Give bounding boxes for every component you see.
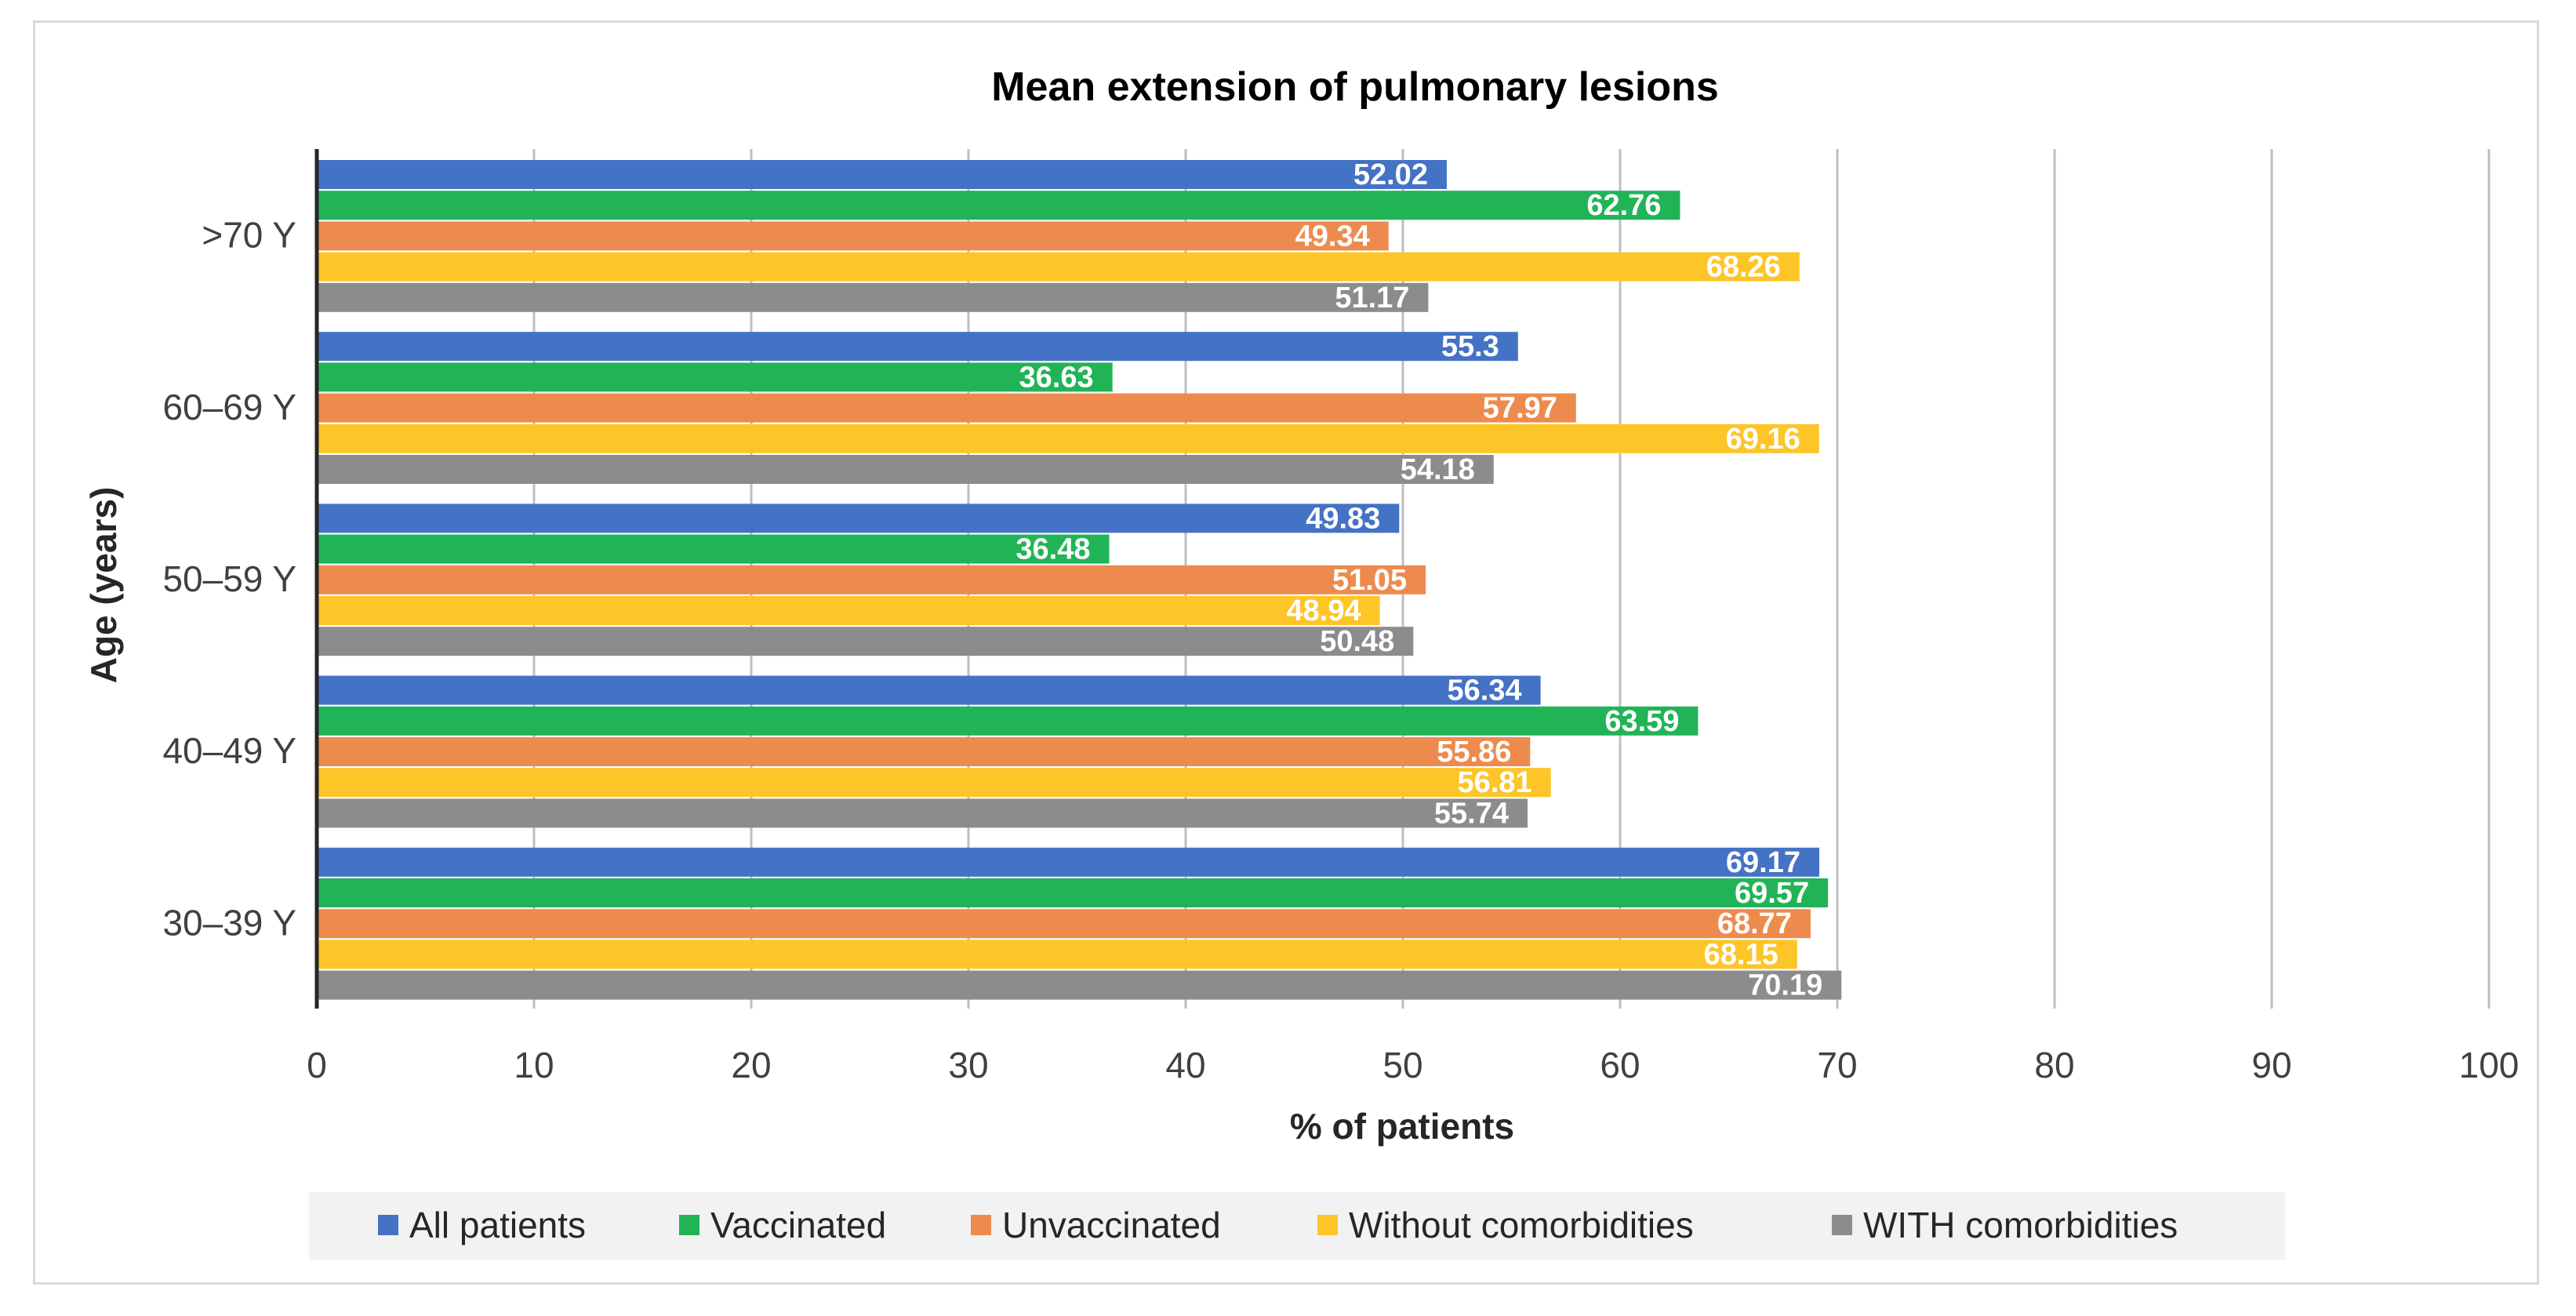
data-label: 70.19 <box>1748 969 1822 1002</box>
bar <box>317 768 1551 798</box>
bar <box>317 627 1414 656</box>
data-label: 68.26 <box>1706 251 1781 284</box>
data-label: 54.18 <box>1401 453 1475 486</box>
bar <box>317 737 1531 766</box>
bars <box>317 160 1842 1000</box>
legend-entry: Vaccinated <box>710 1205 886 1245</box>
bar <box>317 252 1800 282</box>
x-tick-label: 50 <box>1382 1045 1422 1085</box>
x-tick-label: 60 <box>1600 1045 1640 1085</box>
data-label: 36.48 <box>1016 533 1090 566</box>
y-category-label: >70 Y <box>202 215 296 256</box>
data-label: 55.86 <box>1437 736 1511 769</box>
y-category-label: 30–39 Y <box>162 902 296 943</box>
legend-swatch <box>971 1215 991 1235</box>
legend-entry: All patients <box>409 1205 586 1245</box>
bar <box>317 503 1400 533</box>
x-tick-label: 0 <box>307 1045 327 1085</box>
x-tick-label: 80 <box>2034 1045 2074 1085</box>
axes: 0 10 20 30 40 50 60 70 80 90 100 >70 Y 60–69 Y 50–59 … <box>162 149 2519 1085</box>
data-label: 50.48 <box>1320 625 1394 658</box>
y-category-label: 50–59 Y <box>162 558 296 599</box>
bar <box>317 393 1576 423</box>
x-tick-label: 90 <box>2251 1045 2291 1085</box>
bar <box>317 362 1113 392</box>
bar <box>317 940 1797 969</box>
data-label: 48.94 <box>1287 594 1361 627</box>
chart-title: Mean extension of pulmonary lesions <box>991 64 1719 110</box>
legend-swatch <box>1832 1215 1852 1235</box>
legend-background <box>309 1192 2285 1260</box>
data-label: 68.15 <box>1704 938 1778 971</box>
bar <box>317 847 1820 877</box>
bar <box>317 191 1680 220</box>
bar <box>317 596 1380 625</box>
data-label: 55.3 <box>1441 330 1499 363</box>
data-label: 62.76 <box>1586 189 1661 222</box>
x-tick-label: 10 <box>514 1045 554 1085</box>
data-label: 49.83 <box>1306 502 1380 535</box>
data-label: 55.74 <box>1434 797 1509 830</box>
legend-swatch <box>378 1215 398 1235</box>
bar <box>317 160 1447 189</box>
bar <box>317 909 1811 939</box>
y-axis-title: Age (years) <box>83 487 124 684</box>
bar <box>317 565 1426 594</box>
data-labels: 52.02 62.76 49.34 68.26 51.17 55.3 36.63 57.97 6… <box>1016 158 1822 1002</box>
bar <box>317 534 1110 564</box>
data-label: 69.17 <box>1726 846 1800 879</box>
bar <box>317 878 1829 907</box>
bar <box>317 970 1842 1000</box>
data-label: 57.97 <box>1483 392 1557 425</box>
legend-entry: WITH comorbidities <box>1863 1205 2178 1245</box>
bar <box>317 424 1819 453</box>
bar <box>317 282 1429 312</box>
x-tick-label: 70 <box>1817 1045 1857 1085</box>
legend-entry: Unvaccinated <box>1002 1205 1221 1245</box>
bar <box>317 455 1494 484</box>
data-label: 51.05 <box>1332 564 1407 597</box>
legend-swatch <box>679 1215 699 1235</box>
y-category-label: 40–49 Y <box>162 730 296 771</box>
data-label: 68.77 <box>1717 907 1792 940</box>
legend-entry: Without comorbidities <box>1349 1205 1694 1245</box>
data-label: 56.34 <box>1448 674 1522 707</box>
x-tick-label: 20 <box>731 1045 771 1085</box>
bar <box>317 798 1528 828</box>
bar <box>317 221 1389 251</box>
data-label: 56.81 <box>1458 766 1532 799</box>
data-label: 69.57 <box>1735 877 1809 910</box>
data-label: 69.16 <box>1726 423 1800 456</box>
data-label: 63.59 <box>1604 705 1679 738</box>
data-label: 36.63 <box>1019 361 1094 394</box>
x-tick-label: 40 <box>1165 1045 1205 1085</box>
bar <box>317 675 1541 705</box>
data-label: 51.17 <box>1335 282 1409 314</box>
legend-swatch <box>1317 1215 1338 1235</box>
x-tick-label: 30 <box>948 1045 988 1085</box>
bar <box>317 332 1518 362</box>
x-tick-label: 100 <box>2459 1045 2520 1085</box>
x-axis-title: % of patients <box>1290 1106 1514 1147</box>
y-category-label: 60–69 Y <box>162 387 296 427</box>
data-label: 52.02 <box>1353 158 1428 191</box>
data-label: 49.34 <box>1295 220 1370 253</box>
legend: All patients Vaccinated Unvaccinated Withou… <box>309 1192 2285 1260</box>
bar <box>317 706 1699 736</box>
